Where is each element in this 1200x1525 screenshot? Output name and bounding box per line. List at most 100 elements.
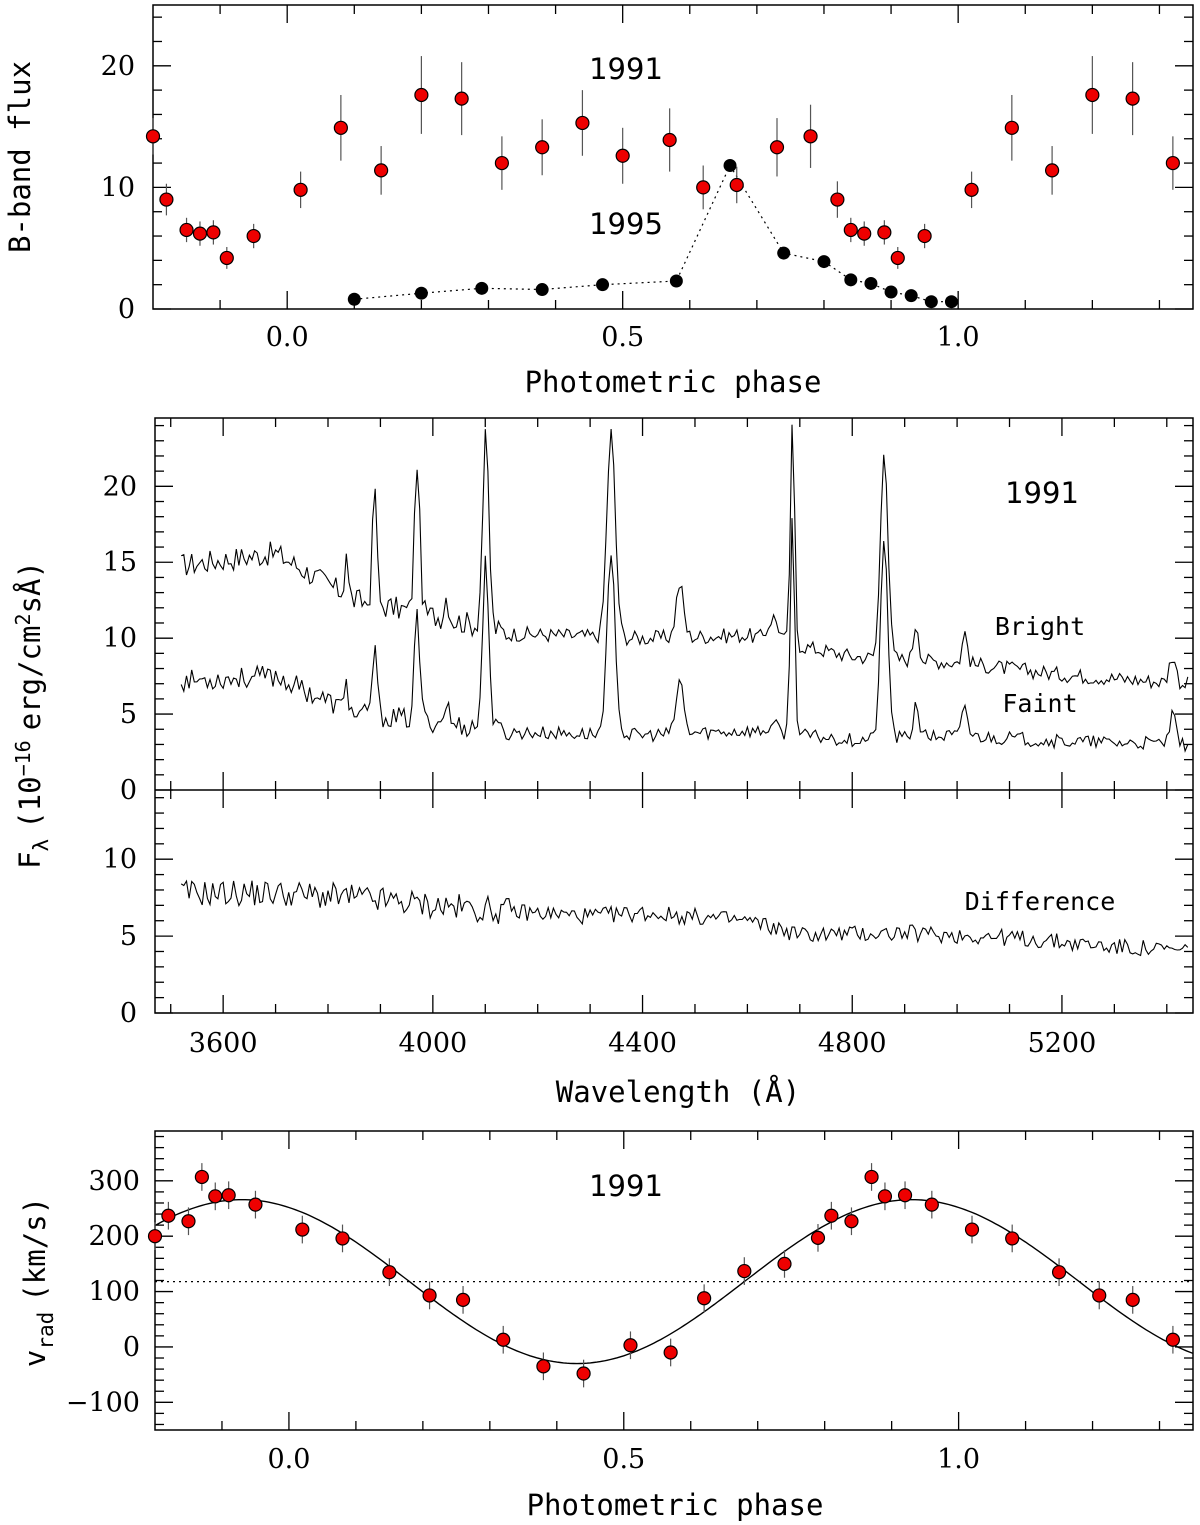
x-tick-label: 0.5 [602,1444,645,1475]
rv-point [777,1256,792,1271]
rv-point [924,1197,939,1212]
rv-point [844,1214,859,1229]
rv-point [496,1332,511,1347]
point-1995 [535,283,549,297]
point-1991 [1125,91,1140,106]
rv-point [576,1366,591,1381]
point-1991 [246,228,261,244]
rv-point [194,1169,209,1185]
point-1991 [1085,87,1100,103]
ylabel-units: erg/cm [13,626,47,731]
point-1995 [864,276,878,290]
y-tick-label: 5 [120,921,137,952]
rv-point [897,1188,913,1203]
point-1991 [964,182,979,197]
rv-frame [154,1130,1194,1431]
rv-xlabel: Photometric phase [527,1488,824,1522]
point-1995 [777,246,791,260]
y-tick-label: 0 [123,1332,140,1363]
spectrum-bright [180,424,1189,691]
label-bright: Bright [995,612,1085,641]
ylabel-paren: (10 [13,776,47,828]
spectra-annotation-1991: 1991 [1005,476,1079,510]
point-1991 [729,177,744,193]
point-1991 [843,222,858,238]
point-1995 [817,255,831,269]
svg-text:Fλ(10−16erg/cm2sÅ): Fλ (10−16 erg/cm2sÅ) [11,561,53,869]
x-tick-label: 1.0 [937,322,980,353]
point-1991 [1004,120,1019,135]
point-1991 [414,87,429,103]
x-tick-label: 0.0 [267,1444,310,1475]
rv-points [147,1169,1181,1381]
y-tick-label: 200 [88,1221,140,1252]
rv-point [295,1222,310,1237]
lightcurve-tick-labels: 0.0 0.5 1.0 0 10 20 [101,51,980,353]
rv-point [663,1345,678,1360]
spectra-ticks [155,418,1193,1014]
rv-point [422,1288,437,1303]
point-1991 [293,182,308,197]
y-tick-label: 15 [103,547,137,578]
point-1991 [857,226,872,241]
point-1991 [769,140,785,155]
lightcurve-errorbars [152,56,1174,269]
point-1991 [219,250,234,266]
lightcurve-frame [152,4,1194,310]
rv-ylabel-sub: rad [34,1312,58,1350]
lightcurve-panel: 0.0 0.5 1.0 0 10 20 1991 1995 Photometric pha… [3,4,1194,399]
rv-point [455,1292,471,1307]
svg-text:vrad(km/s): vrad (km/s) [18,1197,58,1367]
rv-sine-fit [154,1199,1194,1365]
rv-annotation-1991: 1991 [589,1169,663,1203]
rv-point [697,1291,712,1306]
rv-point [181,1214,196,1229]
spectrum-faint [180,518,1189,753]
rv-point [1051,1265,1067,1280]
rv-point [877,1189,893,1204]
point-1995 [347,292,361,306]
point-1991 [575,115,590,131]
rv-point [1092,1288,1107,1303]
rv-point [161,1208,176,1223]
rv-point [335,1231,350,1246]
rv-point [737,1263,752,1279]
annotation-1995: 1995 [589,207,663,241]
point-1995 [904,289,918,303]
ylabel-end: sÅ) [13,561,47,613]
rv-point [1165,1332,1181,1347]
y-tick-label: 10 [103,623,137,654]
rv-point [623,1338,638,1353]
point-1991 [803,129,818,144]
rv-point [536,1359,551,1374]
x-tick-label: 3600 [189,1028,258,1059]
rv-point [964,1222,980,1237]
spectra-panel: 3600 4000 4400 4800 5200 0 5 10 15 20 0 5 10 1991 Br… [11,417,1194,1109]
y-tick-label: 10 [103,844,137,875]
lightcurve-xlabel: Photometric phase [525,365,822,399]
point-1991 [454,91,469,106]
y-tick-label: 100 [88,1277,140,1308]
point-1991 [206,225,221,240]
rv-point [1005,1231,1020,1246]
ylabel-exp2: 2 [11,613,35,625]
rv-ylabel-units: (km/s) [18,1197,52,1302]
y-tick-label: −100 [66,1387,140,1418]
y-tick-label: 20 [101,51,135,82]
label-difference: Difference [965,887,1116,916]
rv-point [248,1197,263,1212]
point-1991 [374,163,389,178]
rv-point [810,1230,826,1245]
spectra-xlabel: Wavelength (Å) [556,1075,800,1109]
point-1991 [179,222,194,238]
point-1991 [145,129,161,144]
annotation-1991: 1991 [589,52,663,86]
point-1995 [944,295,958,309]
point-1991 [877,225,892,240]
rv-point [864,1169,879,1185]
rv-ylabel: vrad (km/s) [18,1197,58,1367]
point-1995 [884,285,898,299]
y-tick-label: 10 [101,172,135,203]
point-1991 [159,192,174,207]
